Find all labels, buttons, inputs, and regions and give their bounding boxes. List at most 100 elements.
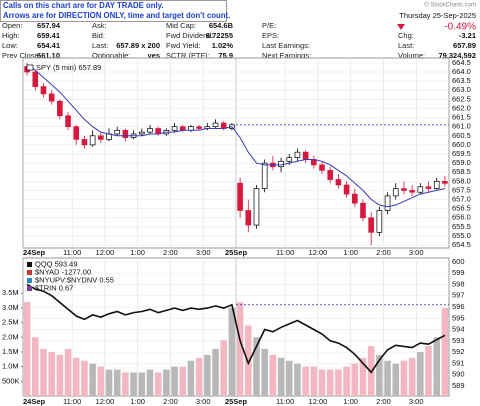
volume-bar bbox=[195, 357, 203, 396]
field-label: Next Earnings: bbox=[262, 51, 311, 60]
x-tick-label: 2:00 bbox=[163, 397, 178, 406]
candle-body bbox=[425, 186, 432, 189]
volume-bar bbox=[417, 351, 424, 396]
candle-body bbox=[368, 217, 374, 233]
y-tick-label: 662.0 bbox=[452, 103, 471, 112]
volume-bar bbox=[236, 302, 244, 396]
volume-bar bbox=[433, 337, 440, 396]
volume-bar bbox=[72, 357, 80, 396]
copyright: © StockCharts.com bbox=[424, 2, 476, 9]
x-tick-label: 3:00 bbox=[409, 397, 424, 406]
volume-bar bbox=[310, 366, 318, 396]
candle-body bbox=[442, 180, 448, 184]
volume-bar bbox=[171, 366, 178, 396]
candle-body bbox=[384, 195, 391, 211]
volume-bar bbox=[56, 354, 64, 396]
candle-body bbox=[171, 126, 178, 131]
candle-body bbox=[261, 162, 268, 189]
volume-bar bbox=[326, 369, 334, 396]
y-tick-label: 663.0 bbox=[452, 85, 471, 94]
y-tick-label: 591 bbox=[452, 358, 465, 367]
y-tick-label: 659.0 bbox=[452, 158, 471, 167]
field-value: 659.41 bbox=[37, 31, 60, 40]
volume-bar bbox=[261, 349, 268, 396]
field-value: -3.21 bbox=[459, 31, 476, 40]
field-label: Last: bbox=[92, 41, 108, 50]
volume-bar bbox=[32, 337, 39, 396]
y-tick-label: 658.0 bbox=[452, 176, 471, 185]
x-tick-label: 2:00 bbox=[163, 248, 178, 257]
candle-body bbox=[409, 190, 415, 193]
annotation-line: Calls on this chart are for DAY TRADE on… bbox=[3, 1, 164, 10]
volume-bar bbox=[277, 357, 285, 396]
candle-body bbox=[433, 180, 440, 189]
candle-body bbox=[57, 100, 63, 117]
legend-swatch bbox=[27, 262, 32, 267]
y-tick-label: 655.0 bbox=[452, 231, 471, 240]
volume-bar bbox=[343, 366, 350, 396]
volume-bar bbox=[146, 369, 154, 396]
volume-bar bbox=[113, 369, 121, 396]
candle-body bbox=[237, 182, 243, 211]
y-tick-label: 593 bbox=[452, 336, 465, 345]
x-tick-label: 2:00 bbox=[376, 248, 391, 257]
field-label: SCTR (ETF): bbox=[166, 51, 210, 60]
volume-bar bbox=[359, 357, 367, 396]
field-label: Open: bbox=[2, 21, 22, 30]
volume-bar bbox=[212, 349, 219, 396]
field-label: Fwd Dividend: bbox=[166, 31, 214, 40]
chart-label: SPY (5 min) 657.89 bbox=[36, 63, 101, 72]
candle-body bbox=[401, 188, 407, 191]
x-tick-label: 12:00 bbox=[309, 248, 328, 257]
volume-bar bbox=[392, 363, 400, 396]
candle-body bbox=[351, 193, 358, 204]
x-tick-label: 2:00 bbox=[376, 397, 391, 406]
candle-body bbox=[335, 179, 342, 186]
volume-bar bbox=[187, 360, 195, 396]
x-tick-label: 25Sep bbox=[225, 397, 248, 406]
x-tick-label: 3:00 bbox=[409, 248, 424, 257]
candle-body bbox=[196, 126, 202, 129]
y-tick-label: 661.0 bbox=[452, 122, 471, 131]
legend-entry: $NYUPV:$NYDNV 0.55 bbox=[35, 275, 114, 284]
volume-bar bbox=[245, 325, 252, 396]
annotation-line: Arrows are for DIRECTION ONLY, time and … bbox=[3, 11, 230, 20]
candle-body bbox=[89, 135, 96, 146]
x-tick-label: 1:00 bbox=[343, 248, 358, 257]
candle-body bbox=[40, 86, 47, 95]
field-label: EPS: bbox=[262, 31, 279, 40]
candle-body bbox=[147, 128, 153, 133]
candle-body bbox=[65, 115, 71, 128]
candle-body bbox=[122, 129, 129, 138]
legend-swatch bbox=[27, 270, 32, 275]
candle-body bbox=[81, 139, 88, 146]
candle-body bbox=[98, 135, 104, 140]
field-value: 657.94 bbox=[37, 21, 61, 30]
volume-tick-label: 2.0M bbox=[2, 332, 19, 341]
x-tick-label: 11:00 bbox=[276, 248, 294, 257]
y-tick-label: 659.5 bbox=[452, 149, 471, 158]
y-tick-label: 663.5 bbox=[452, 76, 471, 85]
x-tick-label: 11:00 bbox=[276, 397, 294, 406]
field-label: Optionable: bbox=[92, 51, 130, 60]
y-tick-label: 597 bbox=[452, 291, 465, 300]
volume-bar bbox=[384, 360, 391, 396]
x-tick-label: 24Sep bbox=[23, 397, 46, 406]
y-tick-label: 595 bbox=[452, 313, 465, 322]
volume-tick-label: 1.0M bbox=[2, 362, 19, 371]
y-tick-label: 656.0 bbox=[452, 213, 471, 222]
volume-bar bbox=[154, 372, 162, 396]
candle-body bbox=[48, 93, 55, 102]
candle-body bbox=[392, 188, 399, 197]
volume-bar bbox=[318, 369, 326, 396]
candle-body bbox=[179, 126, 186, 131]
volume-bar bbox=[376, 354, 383, 396]
volume-bar bbox=[253, 337, 260, 396]
field-label: Mid Cap: bbox=[166, 21, 196, 30]
legend-entry: QQQ 593.49 bbox=[35, 259, 78, 268]
legend-swatch bbox=[27, 286, 32, 291]
quote-date: Thursday 25-Sep-2025 bbox=[399, 11, 476, 20]
y-tick-label: 594 bbox=[452, 325, 465, 334]
legend-icon bbox=[26, 64, 34, 71]
